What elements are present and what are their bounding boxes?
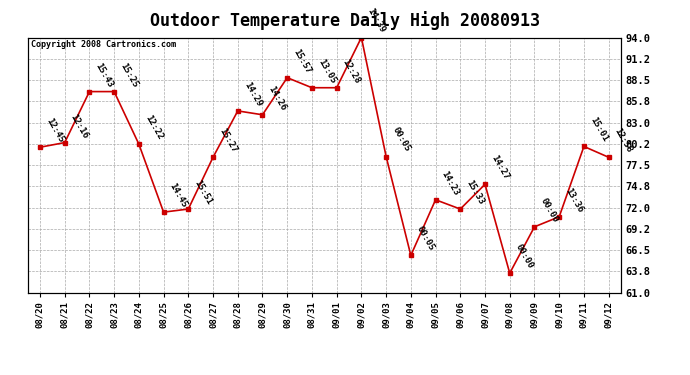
Text: 13:05: 13:05: [316, 57, 337, 85]
Text: 14:27: 14:27: [489, 154, 511, 182]
Text: 15:57: 15:57: [291, 47, 313, 75]
Text: 00:00: 00:00: [539, 196, 560, 224]
Text: 14:23: 14:23: [440, 169, 461, 197]
Text: 15:01: 15:01: [588, 116, 609, 144]
Text: 13:36: 13:36: [563, 186, 584, 214]
Text: 00:05: 00:05: [391, 126, 411, 154]
Text: Outdoor Temperature Daily High 20080913: Outdoor Temperature Daily High 20080913: [150, 11, 540, 30]
Text: Copyright 2008 Cartronics.com: Copyright 2008 Cartronics.com: [30, 40, 175, 49]
Text: 00:05: 00:05: [415, 225, 436, 253]
Text: 12:16: 12:16: [69, 112, 90, 140]
Text: 15:25: 15:25: [118, 61, 139, 89]
Text: 12:45: 12:45: [44, 117, 66, 144]
Text: 15:33: 15:33: [464, 178, 486, 206]
Text: 15:43: 15:43: [94, 61, 115, 89]
Text: 14:39: 14:39: [366, 7, 387, 35]
Text: 15:51: 15:51: [193, 178, 214, 206]
Text: 00:00: 00:00: [514, 243, 535, 270]
Text: 14:45: 14:45: [168, 182, 189, 209]
Text: 12:28: 12:28: [341, 57, 362, 85]
Text: 15:27: 15:27: [217, 127, 239, 154]
Text: 12:58: 12:58: [613, 127, 634, 154]
Text: 12:22: 12:22: [143, 114, 164, 141]
Text: 14:29: 14:29: [242, 80, 263, 108]
Text: 14:26: 14:26: [266, 84, 288, 112]
